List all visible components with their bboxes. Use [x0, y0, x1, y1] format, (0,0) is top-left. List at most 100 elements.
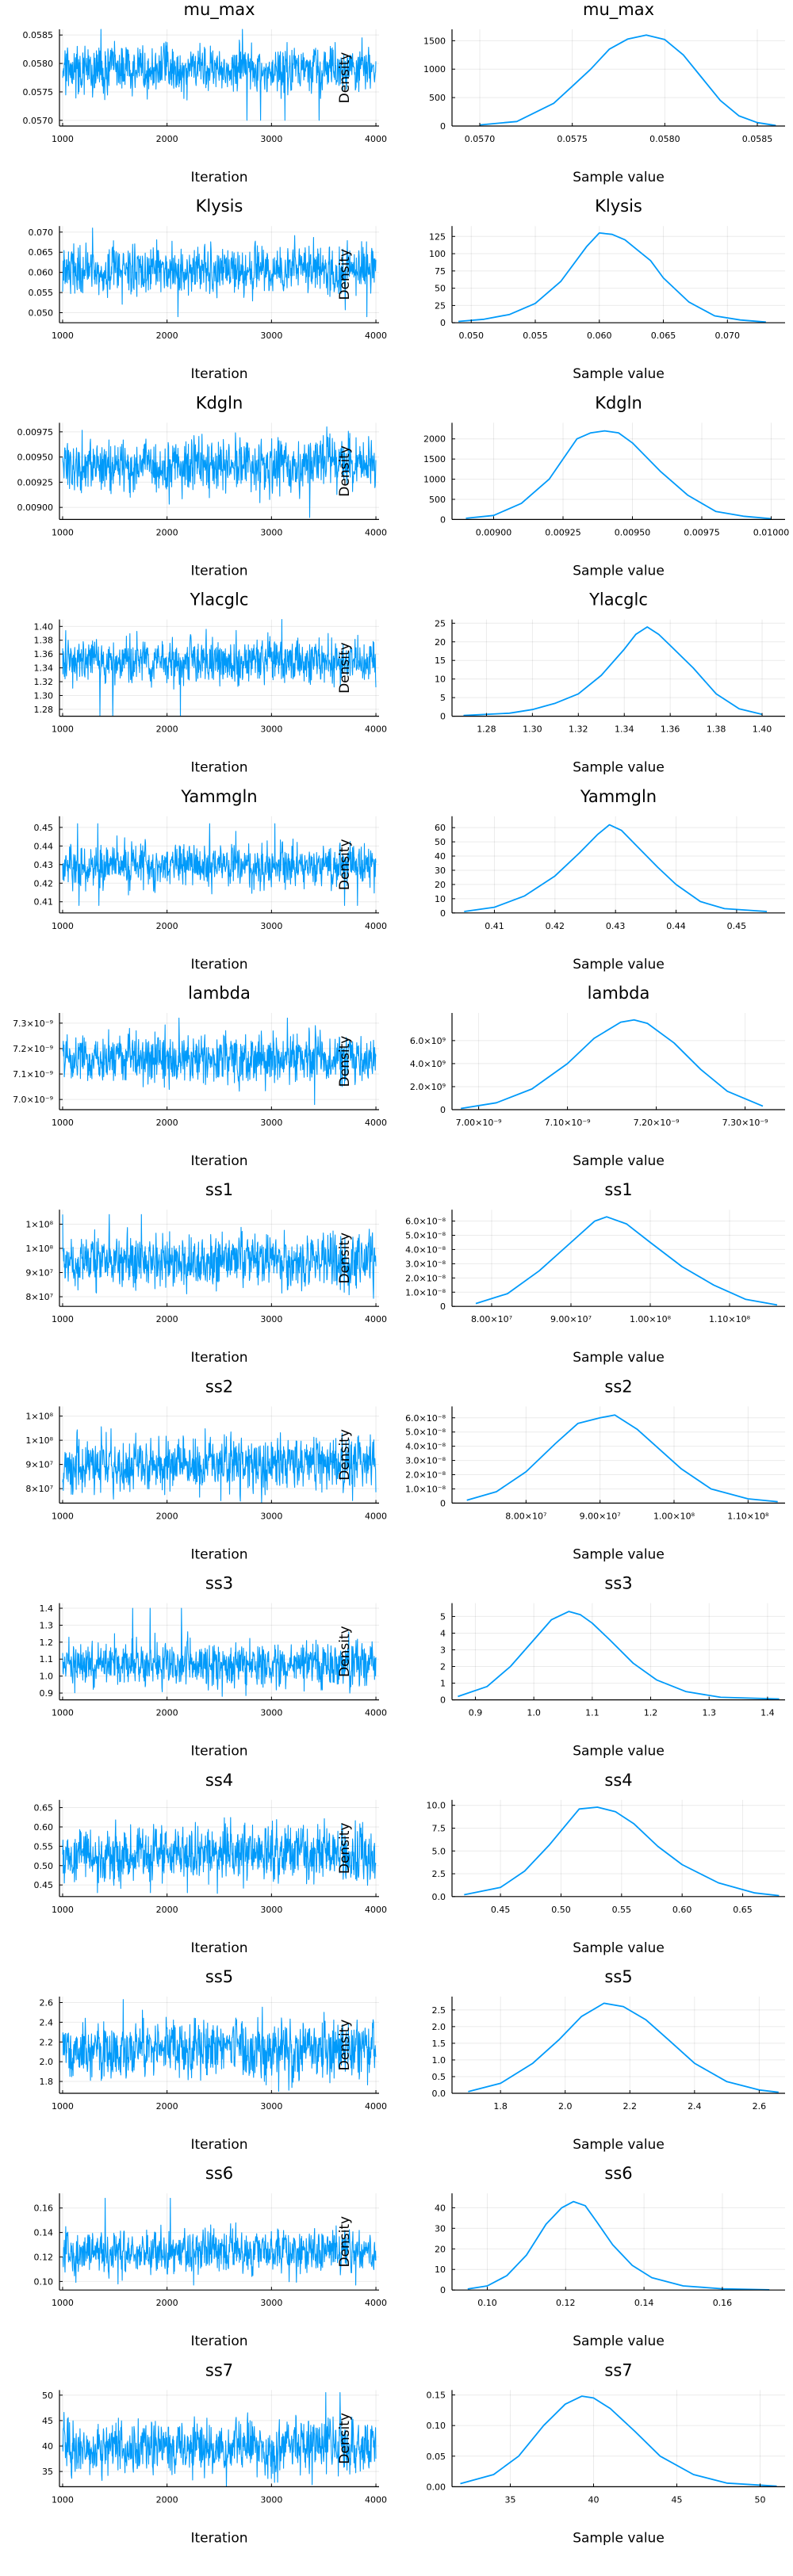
- y-tick-label: 40: [42, 2441, 53, 2452]
- x-axis-label: Iteration: [190, 2333, 247, 2349]
- y-tick-label: 2.2: [40, 2037, 54, 2047]
- trace-panel-ss5: 1000 2000 3000 4000 1.8 2.0 2.2 2.4 2.6 ss5 Iterat…: [40, 1967, 388, 2153]
- x-tick-label: 2000: [156, 1708, 178, 1718]
- x-tick-label: 1.10×10⁸: [727, 1511, 769, 1521]
- panel-title: ss4: [604, 1771, 632, 1790]
- density-panel-ss1: 8.00×10⁷ 9.00×10⁷ 1.00×10⁸ 1.10×10⁸ 0 1.0×10⁻…: [337, 1180, 785, 1366]
- x-tick-label: 7.20×10⁻⁹: [634, 1118, 680, 1128]
- y-tick-label: 2000: [423, 434, 446, 445]
- y-tick-label: 0: [440, 1498, 446, 1508]
- x-tick-label: 1000: [52, 921, 74, 931]
- x-tick-label: 0.50: [551, 1905, 571, 1915]
- x-tick-label: 4000: [365, 134, 387, 144]
- x-tick-label: 2000: [156, 2298, 178, 2308]
- x-tick-label: 3000: [260, 1118, 282, 1128]
- y-tick-label: 10: [435, 675, 446, 685]
- y-tick-label: 0.15: [427, 2391, 446, 2401]
- x-tick-label: 0.9: [469, 1708, 483, 1718]
- trace-panel-lambda: 1000 2000 3000 4000 7.0×10⁻⁹ 7.1×10⁻⁹ 7.2×10⁻⁹…: [13, 984, 387, 1169]
- panel-title: ss3: [604, 1574, 632, 1593]
- y-tick-label: 0.55: [34, 1841, 54, 1852]
- y-tick-label: 0.0: [432, 2089, 446, 2099]
- x-tick-label: 0.55: [612, 1905, 632, 1915]
- y-tick-label: 1.1: [40, 1654, 54, 1664]
- y-axis-label: Density: [337, 2413, 353, 2464]
- x-tick-label: 4000: [365, 2494, 387, 2505]
- density-curve: [463, 626, 763, 717]
- x-tick-label: 4000: [365, 1905, 387, 1915]
- density-curve: [479, 34, 776, 127]
- y-tick-label: 7.1×10⁻⁹: [13, 1069, 53, 1080]
- density-curve: [466, 1414, 778, 1503]
- y-tick-label: 0.65: [34, 1803, 54, 1814]
- y-tick-label: 1.0×10⁻⁸: [405, 1287, 446, 1298]
- x-tick-label: 2.2: [623, 2101, 638, 2112]
- x-axis-label: Iteration: [190, 1350, 247, 1366]
- x-tick-label: 0.12: [556, 2298, 576, 2308]
- x-tick-label: 4000: [365, 724, 387, 735]
- x-tick-label: 0.45: [491, 1905, 511, 1915]
- y-tick-label: 5.0×10⁻⁸: [405, 1428, 446, 1438]
- x-tick-label: 1000: [52, 134, 74, 144]
- x-tick-label: 4000: [365, 1708, 387, 1718]
- density-curve: [464, 824, 768, 912]
- x-tick-label: 9.00×10⁷: [580, 1511, 621, 1521]
- y-tick-label: 1.0: [40, 1672, 54, 1682]
- y-tick-label: 0: [440, 514, 446, 525]
- x-tick-label: 45: [672, 2494, 683, 2505]
- density-curve: [461, 1019, 764, 1110]
- x-tick-label: 1.32: [569, 724, 588, 735]
- y-tick-label: 1.3: [40, 1620, 54, 1630]
- y-tick-label: 0.05: [427, 2452, 446, 2462]
- x-tick-label: 2000: [156, 724, 178, 735]
- y-axis-label: Density: [337, 1233, 353, 1284]
- y-axis-label: Density: [337, 1036, 353, 1087]
- y-tick-label: 50: [42, 2391, 53, 2401]
- y-tick-label: 0.10: [34, 2276, 54, 2287]
- y-axis-label: Density: [337, 1429, 353, 1481]
- density-panel-ss3: 0.9 1.0 1.1 1.2 1.3 1.4 0 1 2 3 4 5 ss3 Sample value D…: [337, 1574, 785, 1760]
- x-tick-label: 7.30×10⁻⁹: [722, 1118, 768, 1128]
- x-tick-label: 3000: [260, 1905, 282, 1915]
- trace-panel-Kdgln: 1000 2000 3000 4000 0.00900 0.00925 0.00950 0.0…: [17, 393, 388, 579]
- y-tick-label: 60: [435, 823, 446, 833]
- x-tick-label: 0.055: [523, 331, 548, 341]
- y-tick-label: 9×10⁷: [25, 1268, 53, 1278]
- x-tick-label: 2000: [156, 1511, 178, 1521]
- y-tick-label: 2: [440, 1662, 446, 1672]
- panel-title: ss6: [205, 2164, 233, 2183]
- x-tick-label: 7.10×10⁻⁹: [545, 1118, 591, 1128]
- x-tick-label: 4000: [365, 1511, 387, 1521]
- y-tick-label: 0: [440, 1105, 446, 1115]
- x-tick-label: 1.38: [707, 724, 726, 735]
- y-tick-label: 0.45: [34, 823, 54, 833]
- y-tick-label: 40: [435, 851, 446, 862]
- x-tick-label: 50: [755, 2494, 766, 2505]
- x-tick-label: 2000: [156, 1314, 178, 1324]
- density-curve: [468, 2002, 779, 2093]
- trace-line: [62, 426, 377, 518]
- y-tick-label: 1.32: [34, 677, 54, 687]
- x-tick-label: 3000: [260, 527, 282, 537]
- x-axis-label: Sample value: [573, 957, 665, 973]
- trace-panel-ss1: 1000 2000 3000 4000 8×10⁷ 9×10⁷ 1×10⁸ 1×10⁸ ss1 I…: [25, 1180, 387, 1366]
- x-tick-label: 1.8: [493, 2101, 508, 2112]
- x-tick-label: 2.6: [753, 2101, 767, 2112]
- x-tick-label: 1000: [52, 1708, 74, 1718]
- trace-line: [62, 29, 377, 121]
- y-tick-label: 30: [435, 2223, 446, 2234]
- y-tick-label: 4: [440, 1628, 446, 1638]
- y-tick-label: 10: [435, 2265, 446, 2275]
- y-tick-label: 8×10⁷: [25, 1292, 53, 1302]
- y-axis-label: Density: [337, 1626, 353, 1677]
- y-tick-label: 9×10⁷: [25, 1460, 53, 1470]
- x-axis-label: Iteration: [190, 366, 247, 382]
- trace-line: [62, 1607, 377, 1697]
- y-tick-label: 3.0×10⁻⁸: [405, 1456, 446, 1466]
- y-tick-label: 0: [440, 908, 446, 919]
- y-tick-label: 2.0×10⁹: [410, 1082, 446, 1092]
- x-tick-label: 0.00925: [545, 527, 581, 537]
- x-tick-label: 1.40: [753, 724, 772, 735]
- x-tick-label: 1000: [52, 1511, 74, 1521]
- x-axis-label: Iteration: [190, 1546, 247, 1562]
